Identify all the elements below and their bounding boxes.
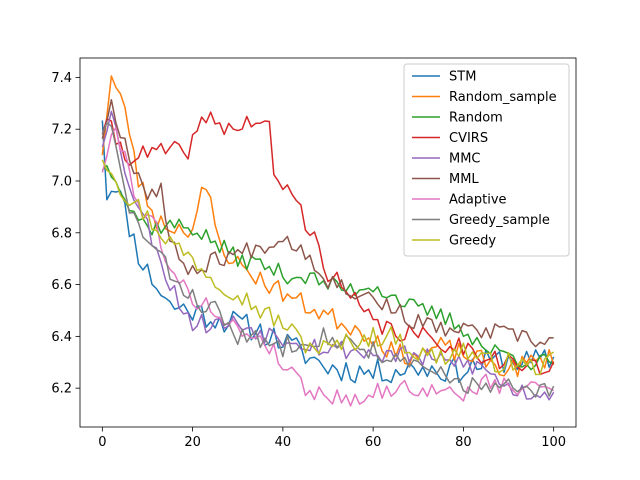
legend-label: STM (449, 70, 476, 85)
legend-label: Greedy_sample (449, 213, 550, 228)
series-line-cvirs (101, 111, 555, 376)
series-line-stm (101, 120, 555, 384)
series-line-random (101, 164, 554, 371)
series-line-adaptive (101, 126, 555, 407)
legend-label: Random_sample (449, 90, 557, 105)
y-tick-label: 7.0 (51, 175, 72, 190)
y-tick-label: 7.4 (51, 71, 72, 86)
series-line-random-sample (101, 75, 555, 378)
y-tick-label: 6.4 (51, 330, 72, 345)
legend-label: Adaptive (449, 193, 507, 208)
y-tick-label: 6.2 (51, 382, 72, 397)
y-tick-label: 7.2 (51, 123, 72, 138)
x-tick-label: 20 (184, 435, 201, 450)
series-line-mmc (101, 110, 555, 401)
legend-entries: STM Random_sample Random CVIRS MMC MML Adaptiv… (412, 70, 557, 249)
series-line-greedy (101, 159, 555, 376)
x-axis: 0 20 40 60 80 100 (98, 427, 566, 450)
legend-label: CVIRS (449, 131, 488, 146)
x-tick-label: 100 (541, 435, 566, 450)
plot-frame (79, 57, 577, 428)
series-line-mml (101, 99, 554, 348)
y-tick-label: 6.6 (51, 278, 72, 293)
y-axis: 6.2 6.4 6.6 6.8 7.0 7.2 7.4 (51, 71, 80, 397)
x-tick-label: 40 (275, 435, 292, 450)
legend-label: MML (449, 172, 479, 187)
y-tick-label: 6.8 (51, 226, 72, 241)
legend-box (403, 63, 570, 257)
legend: STM Random_sample Random CVIRS MMC MML Adaptiv… (403, 63, 570, 257)
x-tick-label: 0 (98, 435, 106, 450)
legend-label: MMC (449, 152, 481, 167)
x-tick-label: 80 (455, 435, 472, 450)
legend-label: Random (449, 111, 503, 126)
series-layer (101, 75, 555, 407)
series-line-greedy-sample (101, 122, 555, 398)
x-tick-label: 60 (365, 435, 382, 450)
legend-label: Greedy (449, 234, 496, 249)
